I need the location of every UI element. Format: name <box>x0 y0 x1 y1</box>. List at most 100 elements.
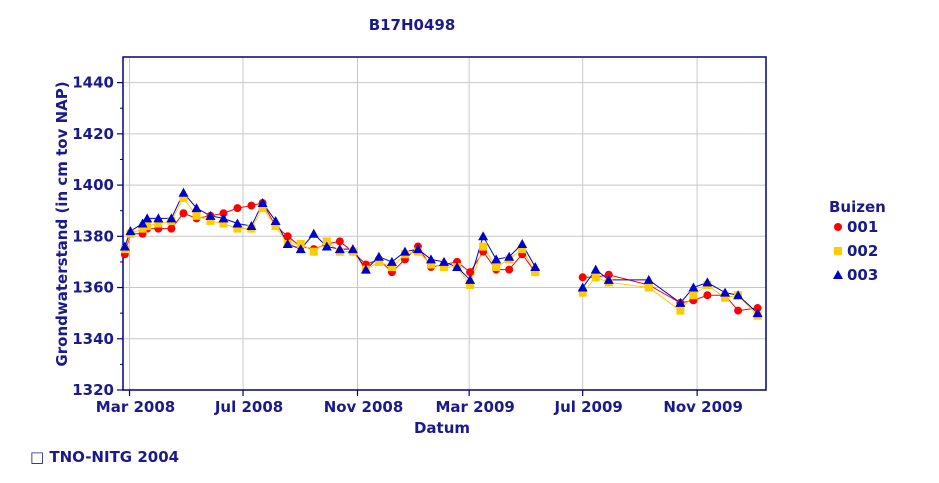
series-003-point <box>590 264 601 274</box>
series-003-point <box>643 274 654 284</box>
series-001-point <box>247 201 256 210</box>
series-002-point <box>721 293 730 302</box>
series-002-point <box>271 222 280 231</box>
x-tick-label: Mar 2008 <box>96 398 175 416</box>
series-003-point <box>412 244 423 254</box>
series-002-point <box>479 242 488 251</box>
series-001-point <box>604 270 613 279</box>
series-003-point <box>386 256 397 266</box>
series-001-point <box>466 268 475 277</box>
series-003-point <box>439 256 450 266</box>
series-002-point <box>466 280 475 289</box>
series-002-point <box>676 306 685 315</box>
series-001-point <box>703 291 712 300</box>
legend-label-002: 002 <box>847 242 878 260</box>
series-003-point <box>321 241 332 251</box>
x-axis: Mar 2008 Jul 2008 Nov 2008 Mar 2009 Jul 2009… <box>96 390 743 416</box>
series-002-point <box>531 268 540 277</box>
series-003-point <box>478 231 489 241</box>
y-tick-label: 1420 <box>72 125 114 143</box>
plot-frame <box>122 56 767 391</box>
series-001-point <box>578 273 587 282</box>
series-001-point <box>233 204 242 213</box>
series-002-point <box>644 283 653 292</box>
x-tick-label: Jul 2008 <box>214 398 283 416</box>
series-003-point <box>517 238 528 248</box>
series-002-point <box>578 288 587 297</box>
series-003-point <box>137 218 148 228</box>
series-003-point <box>125 226 136 236</box>
series-003-point <box>702 277 713 287</box>
series-003-point <box>308 228 319 238</box>
series-003-point <box>452 262 463 272</box>
series-003-point <box>257 198 268 208</box>
series-002-point <box>154 219 163 228</box>
series-001-point <box>283 232 292 241</box>
legend: Buizen 001 002 003 <box>829 198 886 284</box>
series-003-point <box>347 244 358 254</box>
series-001-point <box>753 304 762 313</box>
series-003-point <box>577 282 588 292</box>
series-002-point <box>206 216 215 225</box>
series-003-point <box>270 215 281 225</box>
series-003-point <box>295 244 306 254</box>
series-002-line <box>124 196 536 287</box>
series-003-point <box>166 213 177 223</box>
series-003-point <box>733 290 744 300</box>
series-001-point <box>734 306 743 315</box>
series-002-point <box>440 263 449 272</box>
series-003-point <box>504 251 515 261</box>
copyright-text: □ TNO-NITG 2004 <box>30 448 180 466</box>
series-003-point <box>334 244 345 254</box>
series-002-point <box>233 224 242 233</box>
series-003-point <box>205 210 216 220</box>
legend-marker-003 <box>833 270 843 279</box>
series-003-point <box>688 282 699 292</box>
series-003-point <box>360 264 371 274</box>
series-002-point <box>258 204 267 213</box>
series-003-point <box>119 241 130 251</box>
y-tick-label: 1340 <box>72 330 114 348</box>
series-002-line <box>582 276 758 317</box>
legend-title: Buizen <box>829 198 886 216</box>
legend-label-003: 003 <box>847 266 878 284</box>
y-tick-label: 1360 <box>72 279 114 297</box>
series-002-point <box>322 237 331 246</box>
series-002-point <box>192 211 201 220</box>
series-003-point <box>426 254 437 264</box>
series-003-point <box>373 251 384 261</box>
series-001-point <box>167 224 176 233</box>
series-003-point <box>752 308 763 318</box>
y-tick-label: 1400 <box>72 176 114 194</box>
series-002-point <box>518 245 527 254</box>
legend-marker-001 <box>834 223 842 231</box>
series-003-point <box>232 218 243 228</box>
series-002-point <box>387 263 396 272</box>
series-003-point <box>218 213 229 223</box>
series-001-line <box>582 274 758 312</box>
series-003-point <box>465 274 476 284</box>
series-002-point <box>143 222 152 231</box>
series-002-point <box>374 257 383 266</box>
series-002-point <box>219 219 228 228</box>
y-axis: 1320 1340 1360 1380 1400 1420 1440 <box>72 74 123 399</box>
series-003-point <box>530 262 541 272</box>
x-tick-label: Jul 2009 <box>553 398 622 416</box>
series-003-point <box>178 187 189 197</box>
series-002-point <box>492 263 501 272</box>
series-001-point <box>335 237 344 246</box>
series-002-point <box>179 193 188 202</box>
series-003-point <box>142 213 153 223</box>
x-tick-label: Mar 2009 <box>435 398 514 416</box>
series-003-point <box>191 203 202 213</box>
y-axis-label: Grondwaterstand (in cm tov NAP) <box>53 81 71 366</box>
series-003-point <box>282 238 293 248</box>
series-002-point <box>296 239 305 248</box>
series-003-point <box>720 287 731 297</box>
data-series <box>119 187 763 320</box>
series-003-point <box>399 246 410 256</box>
series-002-point <box>309 247 318 256</box>
y-tick-label: 1440 <box>72 74 114 92</box>
series-003-point <box>491 254 502 264</box>
